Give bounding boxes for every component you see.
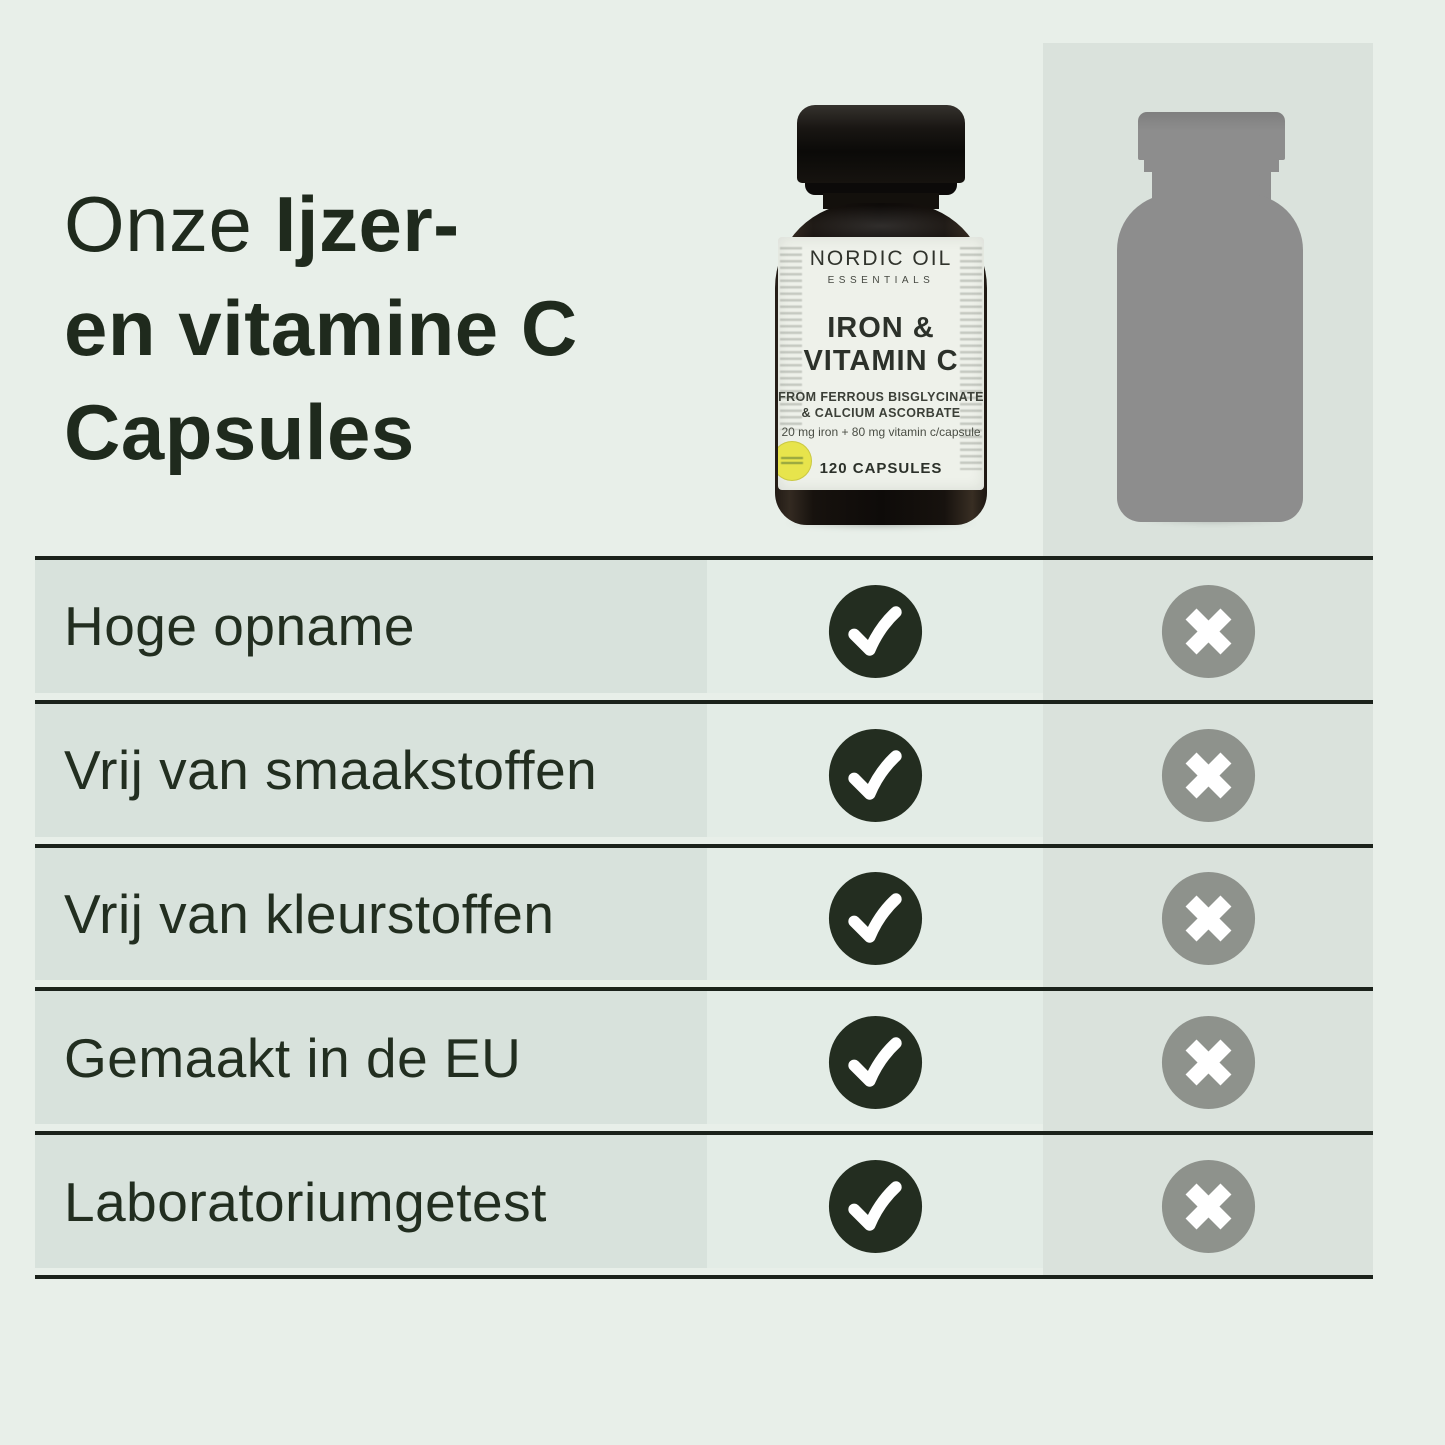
competitor-bottle-body <box>1117 194 1303 522</box>
ours-status-cell <box>707 703 1043 837</box>
brand-subtitle: ESSENTIALS <box>827 275 935 286</box>
cross-icon <box>1161 1016 1255 1110</box>
cross-icon <box>1161 728 1255 822</box>
product-bottle-image: NORDIC OIL ESSENTIALS IRON & VITAMIN C F… <box>775 105 987 529</box>
competitor-bottle-ring <box>1144 160 1279 172</box>
label-fineprint-left <box>780 247 802 430</box>
table-row: Laboratoriumgetest <box>35 1131 1373 1275</box>
check-icon <box>828 584 922 678</box>
vegan-badge-icon <box>778 441 812 481</box>
row-divider-line <box>35 556 1373 560</box>
feature-label: Hoge opname <box>64 595 416 658</box>
feature-label-cell: Hoge opname <box>35 560 707 693</box>
title-bold-1: Ijzer- <box>274 180 460 268</box>
product-subline-2: & CALCIUM ASCORBATE <box>801 406 961 420</box>
feature-label-cell: Gemaakt in de EU <box>35 991 707 1125</box>
competitor-status-cell <box>1043 1135 1373 1268</box>
check-icon <box>828 728 922 822</box>
product-bottle-label: NORDIC OIL ESSENTIALS IRON & VITAMIN C F… <box>778 237 984 490</box>
product-name-line-2: VITAMIN C <box>803 345 959 377</box>
cross-icon <box>1161 584 1255 678</box>
feature-label-cell: Vrij van smaakstoffen <box>35 703 707 837</box>
feature-label: Vrij van kleurstoffen <box>64 882 555 945</box>
brand-name: NORDIC OIL <box>809 247 953 270</box>
comparison-table: Hoge opname Vrij van smaakstoffen <box>35 556 1373 1279</box>
competitor-status-cell <box>1043 704 1373 837</box>
feature-label-cell: Laboratoriumgetest <box>35 1135 707 1268</box>
title-line-3: Capsules <box>64 388 415 476</box>
table-row: Vrij van kleurstoffen <box>35 843 1373 988</box>
competitor-status-cell <box>1043 848 1373 981</box>
competitor-status-cell <box>1043 991 1373 1124</box>
row-divider-line <box>35 843 1373 848</box>
check-icon <box>828 872 922 966</box>
table-row: Hoge opname <box>35 556 1373 700</box>
product-subline-1: FROM FERROUS BISGLYCINATE <box>778 390 984 404</box>
title-regular: Onze <box>64 180 253 268</box>
product-dosage: 20 mg iron + 80 mg vitamin c/capsule <box>781 425 981 439</box>
feature-label: Gemaakt in de EU <box>64 1026 522 1089</box>
competitor-bottle-cap <box>1138 112 1285 160</box>
feature-label-cell: Vrij van kleurstoffen <box>35 847 707 981</box>
row-divider-line <box>35 987 1373 992</box>
product-bottle-cap <box>797 105 965 183</box>
capsule-count: 120 CAPSULES <box>819 460 943 477</box>
check-icon <box>828 1016 922 1110</box>
feature-label: Laboratoriumgetest <box>64 1170 547 1233</box>
row-divider-line <box>35 1131 1373 1136</box>
ours-status-cell <box>707 847 1043 981</box>
row-divider-line <box>35 699 1373 704</box>
check-icon <box>828 1160 922 1254</box>
ours-status-cell <box>707 1135 1043 1268</box>
title-line-1: Onze Ijzer- <box>64 172 704 276</box>
title-line-2: en vitamine C <box>64 284 578 372</box>
product-bottle-cap-lip <box>805 183 957 195</box>
page-title: Onze Ijzer- en vitamine C Capsules <box>64 172 704 484</box>
cross-icon <box>1161 1160 1255 1254</box>
competitor-status-cell <box>1043 560 1373 693</box>
cross-icon <box>1161 872 1255 966</box>
competitor-bottle-silhouette <box>1117 110 1303 524</box>
table-row: Gemaakt in de EU <box>35 987 1373 1131</box>
table-row: Vrij van smaakstoffen <box>35 699 1373 844</box>
label-fineprint-right <box>960 247 982 470</box>
feature-label: Vrij van smaakstoffen <box>64 739 598 802</box>
ours-status-cell <box>707 991 1043 1125</box>
product-name-line-1: IRON & <box>827 312 935 344</box>
ours-status-cell <box>707 560 1043 693</box>
table-bottom-line <box>35 1274 1373 1279</box>
